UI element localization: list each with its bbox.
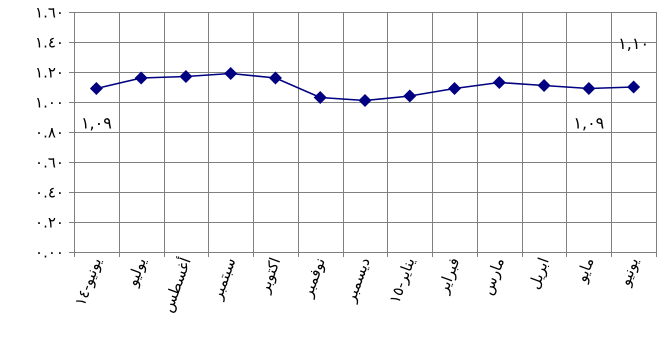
data-label: ١,٠٩ xyxy=(573,114,604,133)
x-tick-label: ابريل xyxy=(525,255,553,291)
x-tick-label: سبتمبر xyxy=(207,255,239,303)
data-point-marker xyxy=(268,71,282,85)
x-tick-label: اكتوبر xyxy=(255,255,285,296)
y-tick-label: ١.٠٠ xyxy=(35,94,64,112)
y-tick-label: ٠.٢٠ xyxy=(35,214,64,232)
y-tick-label: ٠.٤٠ xyxy=(35,184,64,202)
data-point-marker xyxy=(492,76,506,89)
x-tick-label: مارس xyxy=(478,255,508,297)
data-point-marker xyxy=(537,79,551,92)
x-tick-label: فبراير xyxy=(434,255,464,296)
y-tick-labels: ٠.٠٠ ٠.٢٠ ٠.٤٠ ٠.٦٠ ٠.٨٠ ١.٠٠ ١.٢٠ ١.٤٠ ١.٦٠ xyxy=(35,4,64,262)
data-point-marker xyxy=(403,89,417,103)
x-tick-labels: يونيو-١٤ يوليو أغسطس سبتمبر اكتوبر نوفمبر ديسم… xyxy=(71,255,642,315)
data-point-marker xyxy=(89,82,103,95)
data-point-marker xyxy=(627,80,641,94)
series xyxy=(89,67,641,107)
data-point-marker xyxy=(448,82,462,95)
data-point-marker xyxy=(582,82,596,95)
data-point-marker xyxy=(134,71,148,85)
y-tick-label: ١.٤٠ xyxy=(35,34,64,52)
data-labels: ١,٠٩ ١,٠٩ ١,١٠ xyxy=(81,34,649,133)
y-tick-label: ٠.٨٠ xyxy=(35,124,64,142)
data-label: ١,٠٩ xyxy=(81,114,112,133)
x-tick-label: أغسطس xyxy=(157,255,194,315)
axes xyxy=(69,12,657,257)
x-tick-label: يونيو xyxy=(615,255,642,289)
x-tick-label: نوفمبر xyxy=(298,255,329,300)
data-point-marker xyxy=(179,70,193,83)
x-tick-label: يوليو xyxy=(123,255,150,289)
data-point-marker xyxy=(358,94,372,107)
data-point-marker xyxy=(313,91,327,104)
y-tick-label: ١.٢٠ xyxy=(35,64,64,82)
x-tick-label: ديسمبر xyxy=(341,255,374,305)
y-tick-label: ١.٦٠ xyxy=(35,4,64,22)
y-tick-label: ٠.٠٠ xyxy=(35,244,64,262)
x-tick-label: يونيو-١٤ xyxy=(71,255,105,308)
data-label: ١,١٠ xyxy=(618,34,649,53)
gridlines xyxy=(74,12,657,252)
x-tick-label: يناير-١٥ xyxy=(385,255,418,306)
x-tick-label: مايو xyxy=(572,255,598,285)
data-point-marker xyxy=(224,67,238,80)
y-tick-label: ٠.٦٠ xyxy=(35,154,64,172)
